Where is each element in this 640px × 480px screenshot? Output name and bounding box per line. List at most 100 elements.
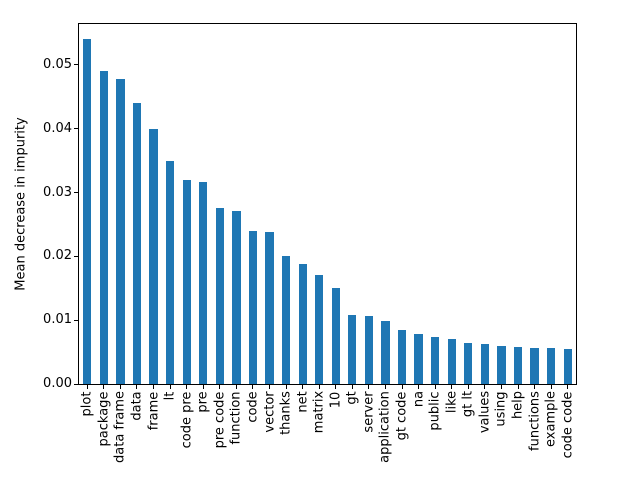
x-tick-mark [484,385,486,389]
x-tick-mark [335,385,337,389]
x-tick-mark [500,385,502,389]
x-tick-label: public [427,390,443,431]
bar [431,336,440,384]
y-tick-mark [74,383,78,385]
bar [414,334,423,384]
bar [464,342,473,384]
y-axis-label: Mean decrease in impurity [13,117,29,291]
y-tick-label: 0.00 [43,376,72,391]
x-tick-mark [318,385,320,389]
x-tick-label: thanks [278,391,294,435]
bar [547,348,556,384]
bar [480,344,490,384]
x-tick-label: data [129,390,145,421]
x-tick-label: function [228,390,244,445]
x-tick-mark [202,385,204,389]
x-tick-label: functions [527,391,543,451]
bar [182,179,191,384]
x-tick-label: frame [146,391,162,430]
bar [364,315,374,384]
x-tick-label: lt [162,391,178,400]
y-tick-mark [74,192,78,193]
x-tick-mark [235,385,237,389]
x-tick-mark [269,385,271,389]
x-tick-mark [103,385,105,389]
bar [281,256,291,384]
x-tick-label: help [510,390,526,420]
y-tick-mark [74,319,78,321]
x-tick-label: using [493,390,509,427]
x-tick-mark [534,385,536,389]
bar [215,207,224,384]
bar [497,345,506,384]
bar [199,181,208,384]
x-tick-label: na [411,390,427,408]
x-tick-mark [401,385,403,389]
plot-area [78,23,577,385]
x-tick-label: values [477,390,493,434]
x-tick-label: 10 [328,391,344,408]
x-tick-label: gt lt [460,390,476,418]
x-tick-label: data frame [112,391,128,463]
bar [248,230,258,384]
x-tick-mark [153,385,155,389]
bar [348,315,357,384]
y-tick-label: 0.03 [43,184,72,200]
x-tick-label: example [543,391,559,447]
x-tick-label: pre code [212,391,228,448]
x-tick-mark [434,385,436,389]
x-tick-mark [302,385,304,389]
bar [149,129,158,384]
x-tick-mark [517,385,519,389]
y-tick-label: 0.01 [43,312,72,328]
x-tick-mark [351,385,353,389]
x-tick-mark [219,385,221,389]
x-tick-label: like [444,390,460,414]
y-tick-label: 0.05 [43,56,72,72]
x-tick-mark [252,385,254,389]
x-tick-label: vector [262,390,278,433]
x-tick-label: plot [79,391,95,416]
bar [513,346,523,384]
y-tick-label: 0.02 [43,248,72,264]
x-tick-label: package [96,391,112,446]
bar [331,287,340,384]
y-tick-mark [74,64,78,66]
x-tick-mark [550,385,552,389]
bar [381,321,390,384]
y-tick-label: 0.04 [43,120,72,136]
bar [165,161,175,384]
x-tick-mark [567,385,569,389]
bar [232,211,241,384]
y-tick-mark [74,128,78,130]
x-tick-mark [451,385,453,389]
x-tick-mark [119,385,121,389]
bar [563,348,572,384]
bar [132,102,142,384]
x-tick-label: application [377,391,393,463]
bar [83,39,92,384]
x-tick-mark [467,385,469,389]
x-tick-mark [418,385,420,389]
x-tick-mark [86,385,88,389]
x-tick-mark [169,385,171,389]
bar [315,274,324,384]
y-tick-mark [74,255,78,257]
bar [116,78,125,384]
x-tick-label: matrix [311,390,327,434]
bar [265,232,274,384]
x-tick-label: gt code [394,391,410,440]
x-tick-mark [186,385,188,389]
bar [298,264,307,384]
x-tick-label: code [245,390,261,423]
x-tick-label: code code [560,391,576,458]
x-tick-label: code pre [179,391,195,448]
x-tick-mark [384,385,386,389]
bar [530,347,539,384]
bar [99,70,108,384]
x-tick-label: pre [195,390,211,413]
x-tick-mark [368,385,370,389]
x-tick-mark [136,385,138,389]
x-tick-label: net [295,390,311,413]
x-tick-label: server [361,390,377,433]
